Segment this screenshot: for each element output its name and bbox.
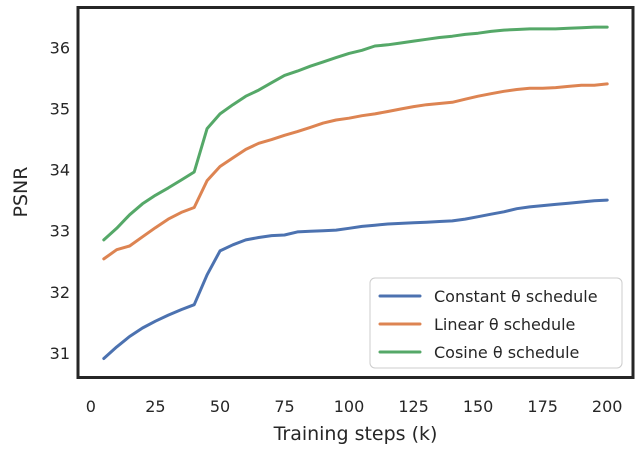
y-tick-label: 33 xyxy=(50,222,70,241)
legend-label-1: Constant θ schedule xyxy=(434,287,598,306)
x-tick-label: 175 xyxy=(527,397,558,416)
x-tick-label: 200 xyxy=(592,397,623,416)
series-line-1 xyxy=(102,198,609,360)
x-tick-label: 75 xyxy=(274,397,294,416)
legend: Constant θ schedule Linear θ schedule Cosi… xyxy=(369,277,623,369)
y-tick-label: 32 xyxy=(50,283,70,302)
x-tick-label: 125 xyxy=(398,397,429,416)
x-axis-ticks: 0 25 50 75 100 125 150 175 200 xyxy=(86,397,623,416)
x-tick-label: 150 xyxy=(463,397,494,416)
legend-label-3: Cosine θ schedule xyxy=(434,343,579,362)
plot-frame xyxy=(76,6,635,379)
x-tick-label: 100 xyxy=(334,397,365,416)
x-axis-title: Training steps (k) xyxy=(273,423,438,445)
y-tick-label: 34 xyxy=(50,161,70,180)
y-axis-ticks: 31 32 33 34 35 36 xyxy=(50,38,70,363)
series-line-3 xyxy=(102,25,609,242)
legend-box xyxy=(369,277,623,369)
y-tick-label: 36 xyxy=(50,38,70,57)
y-axis-title: PSNR xyxy=(10,167,32,218)
y-tick-label: 35 xyxy=(50,99,70,118)
series-lines xyxy=(102,25,609,360)
legend-label-2: Linear θ schedule xyxy=(434,315,575,334)
x-tick-label: 0 xyxy=(86,397,96,416)
series-line-2 xyxy=(102,82,609,261)
y-tick-label: 31 xyxy=(50,344,70,363)
x-tick-label: 50 xyxy=(210,397,230,416)
x-tick-label: 25 xyxy=(145,397,165,416)
